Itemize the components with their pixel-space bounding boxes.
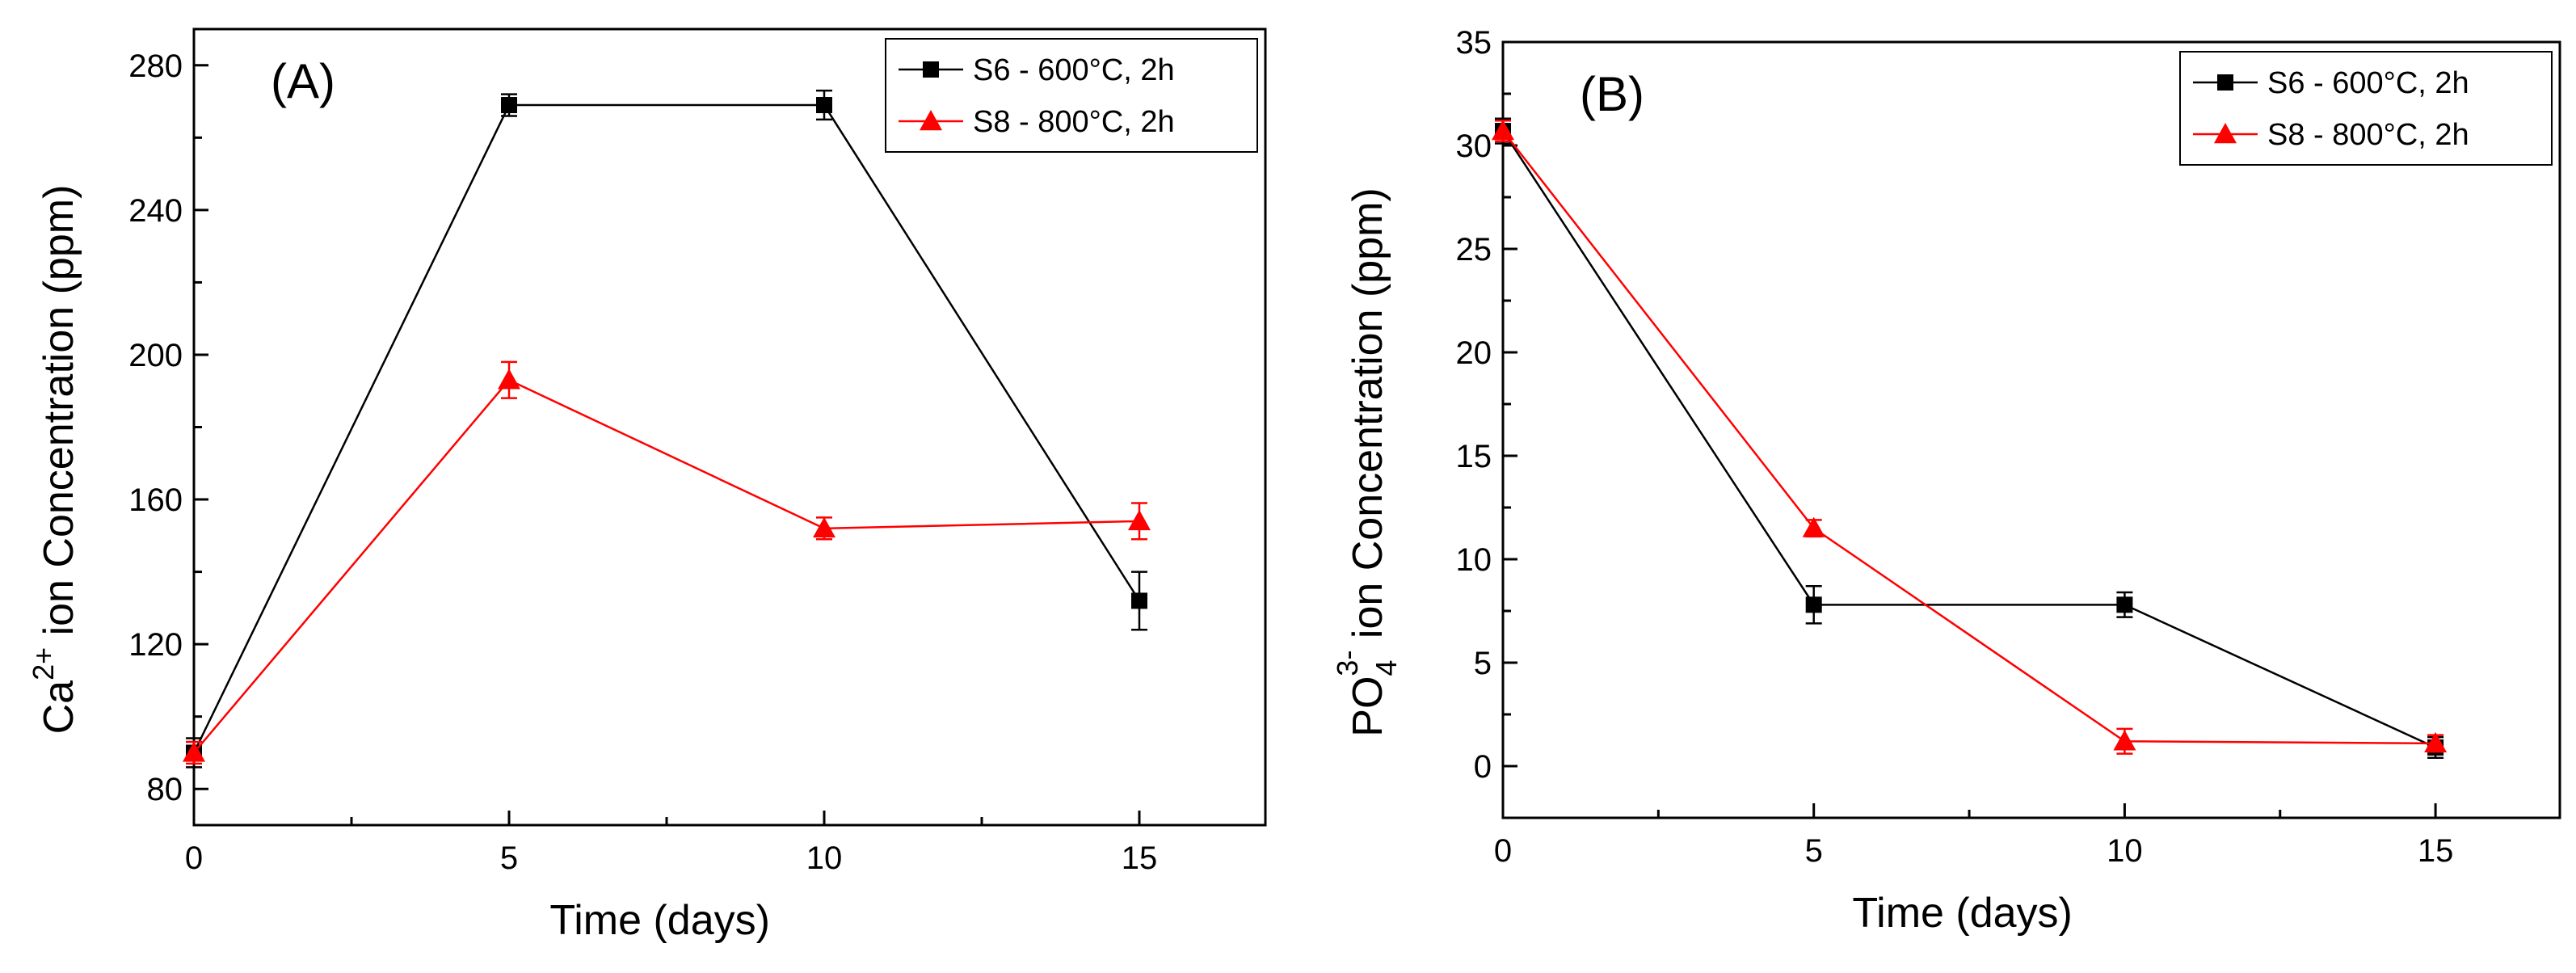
y-tick-label: 200 [128, 338, 183, 373]
y-tick-label: 25 [1456, 232, 1492, 267]
legend-marker [2214, 123, 2237, 144]
legend-label: S6 - 600°C, 2h [2267, 66, 2469, 100]
y-tick-label: 5 [1474, 646, 1492, 681]
y-axis-species-b: PO [1345, 676, 1391, 737]
series-layer-b [1492, 117, 2448, 760]
legend-marker [920, 110, 942, 131]
series-s6 [1495, 117, 2444, 760]
x-tick-label: 15 [1122, 840, 1158, 876]
plot-frame-b [1501, 40, 2561, 819]
y-axis-charge-b: 3- [1331, 651, 1364, 676]
legend-label: S8 - 800°C, 2h [2267, 118, 2469, 152]
x-tick-label: 0 [1494, 833, 1512, 869]
y-tick-label: 80 [147, 772, 183, 807]
series-layer-a [183, 89, 1151, 769]
panel-b: 0 5 10 15 0 5 10 15 20 25 30 35 (B) Time (days) PO4… [1331, 25, 2561, 937]
y-axis-rest-a: ion Concentration (ppm) [36, 185, 82, 647]
series-s8 [1492, 120, 2448, 755]
series-s6 [186, 89, 1147, 769]
x-tick-label: 0 [185, 840, 203, 876]
y-tick-label: 20 [1456, 335, 1492, 371]
x-tick-label: 5 [500, 840, 518, 876]
y-tick-label: 160 [128, 482, 183, 518]
ticks-a: 0 5 10 15 80 120 160 200 240 280 [128, 48, 1157, 876]
series-s8 [183, 360, 1151, 765]
legend-marker [2217, 74, 2233, 91]
panel-label-a: (A) [271, 54, 335, 108]
ticks-b: 0 5 10 15 0 5 10 15 20 25 30 35 [1456, 25, 2454, 869]
y-tick-label: 15 [1456, 439, 1492, 474]
data-point [1802, 516, 1825, 537]
y-axis-title-a: Ca2+ ion Concentration (ppm) [27, 185, 82, 735]
legend-marker [923, 61, 939, 78]
x-tick-label: 10 [2107, 833, 2143, 869]
data-point [1805, 596, 1822, 613]
y-tick-label: 35 [1456, 25, 1492, 61]
legend-label: S6 - 600°C, 2h [973, 53, 1175, 87]
legend-a: S6 - 600°C, 2h S8 - 800°C, 2h [885, 38, 1258, 153]
data-point [813, 516, 836, 538]
y-tick-label: 280 [128, 48, 183, 84]
x-tick-label: 5 [1805, 833, 1823, 869]
series-line [193, 378, 1140, 754]
y-tick-label: 0 [1474, 749, 1492, 785]
data-point [1131, 592, 1147, 609]
data-point [1128, 509, 1151, 531]
data-point [816, 97, 832, 114]
x-axis-title-a: Time (days) [549, 897, 770, 944]
data-point [2116, 596, 2133, 613]
legend-box-a [885, 38, 1258, 153]
x-axis-title-b: Time (days) [1852, 890, 2073, 937]
y-axis-charge-a: 2+ [27, 647, 60, 680]
y-axis-species-a: Ca [36, 680, 82, 735]
data-point [2113, 730, 2136, 751]
data-point [2424, 731, 2448, 753]
series-line [1501, 130, 2436, 749]
legend-b: S6 - 600°C, 2h S8 - 800°C, 2h [2179, 51, 2553, 166]
panel-label-b: (B) [1580, 67, 1644, 121]
series-line [192, 103, 1141, 754]
y-tick-label: 240 [128, 193, 183, 229]
series-line [1502, 130, 2436, 745]
data-point [498, 369, 520, 390]
y-axis-title-b: PO4 3- ion Concentration (ppm) [1331, 187, 1403, 736]
y-axis-subscript-b: 4 [1370, 660, 1403, 676]
legend-label: S8 - 800°C, 2h [973, 105, 1175, 139]
y-tick-label: 30 [1456, 128, 1492, 164]
y-tick-label: 120 [128, 627, 183, 663]
x-tick-label: 15 [2418, 833, 2454, 869]
y-tick-label: 10 [1456, 542, 1492, 578]
legend-box-b [2179, 51, 2553, 166]
data-point [183, 741, 205, 762]
data-point [501, 97, 517, 114]
y-axis-rest-b: ion Concentration (ppm) [1345, 187, 1391, 650]
data-point [1492, 120, 1514, 141]
x-tick-label: 10 [806, 840, 843, 876]
